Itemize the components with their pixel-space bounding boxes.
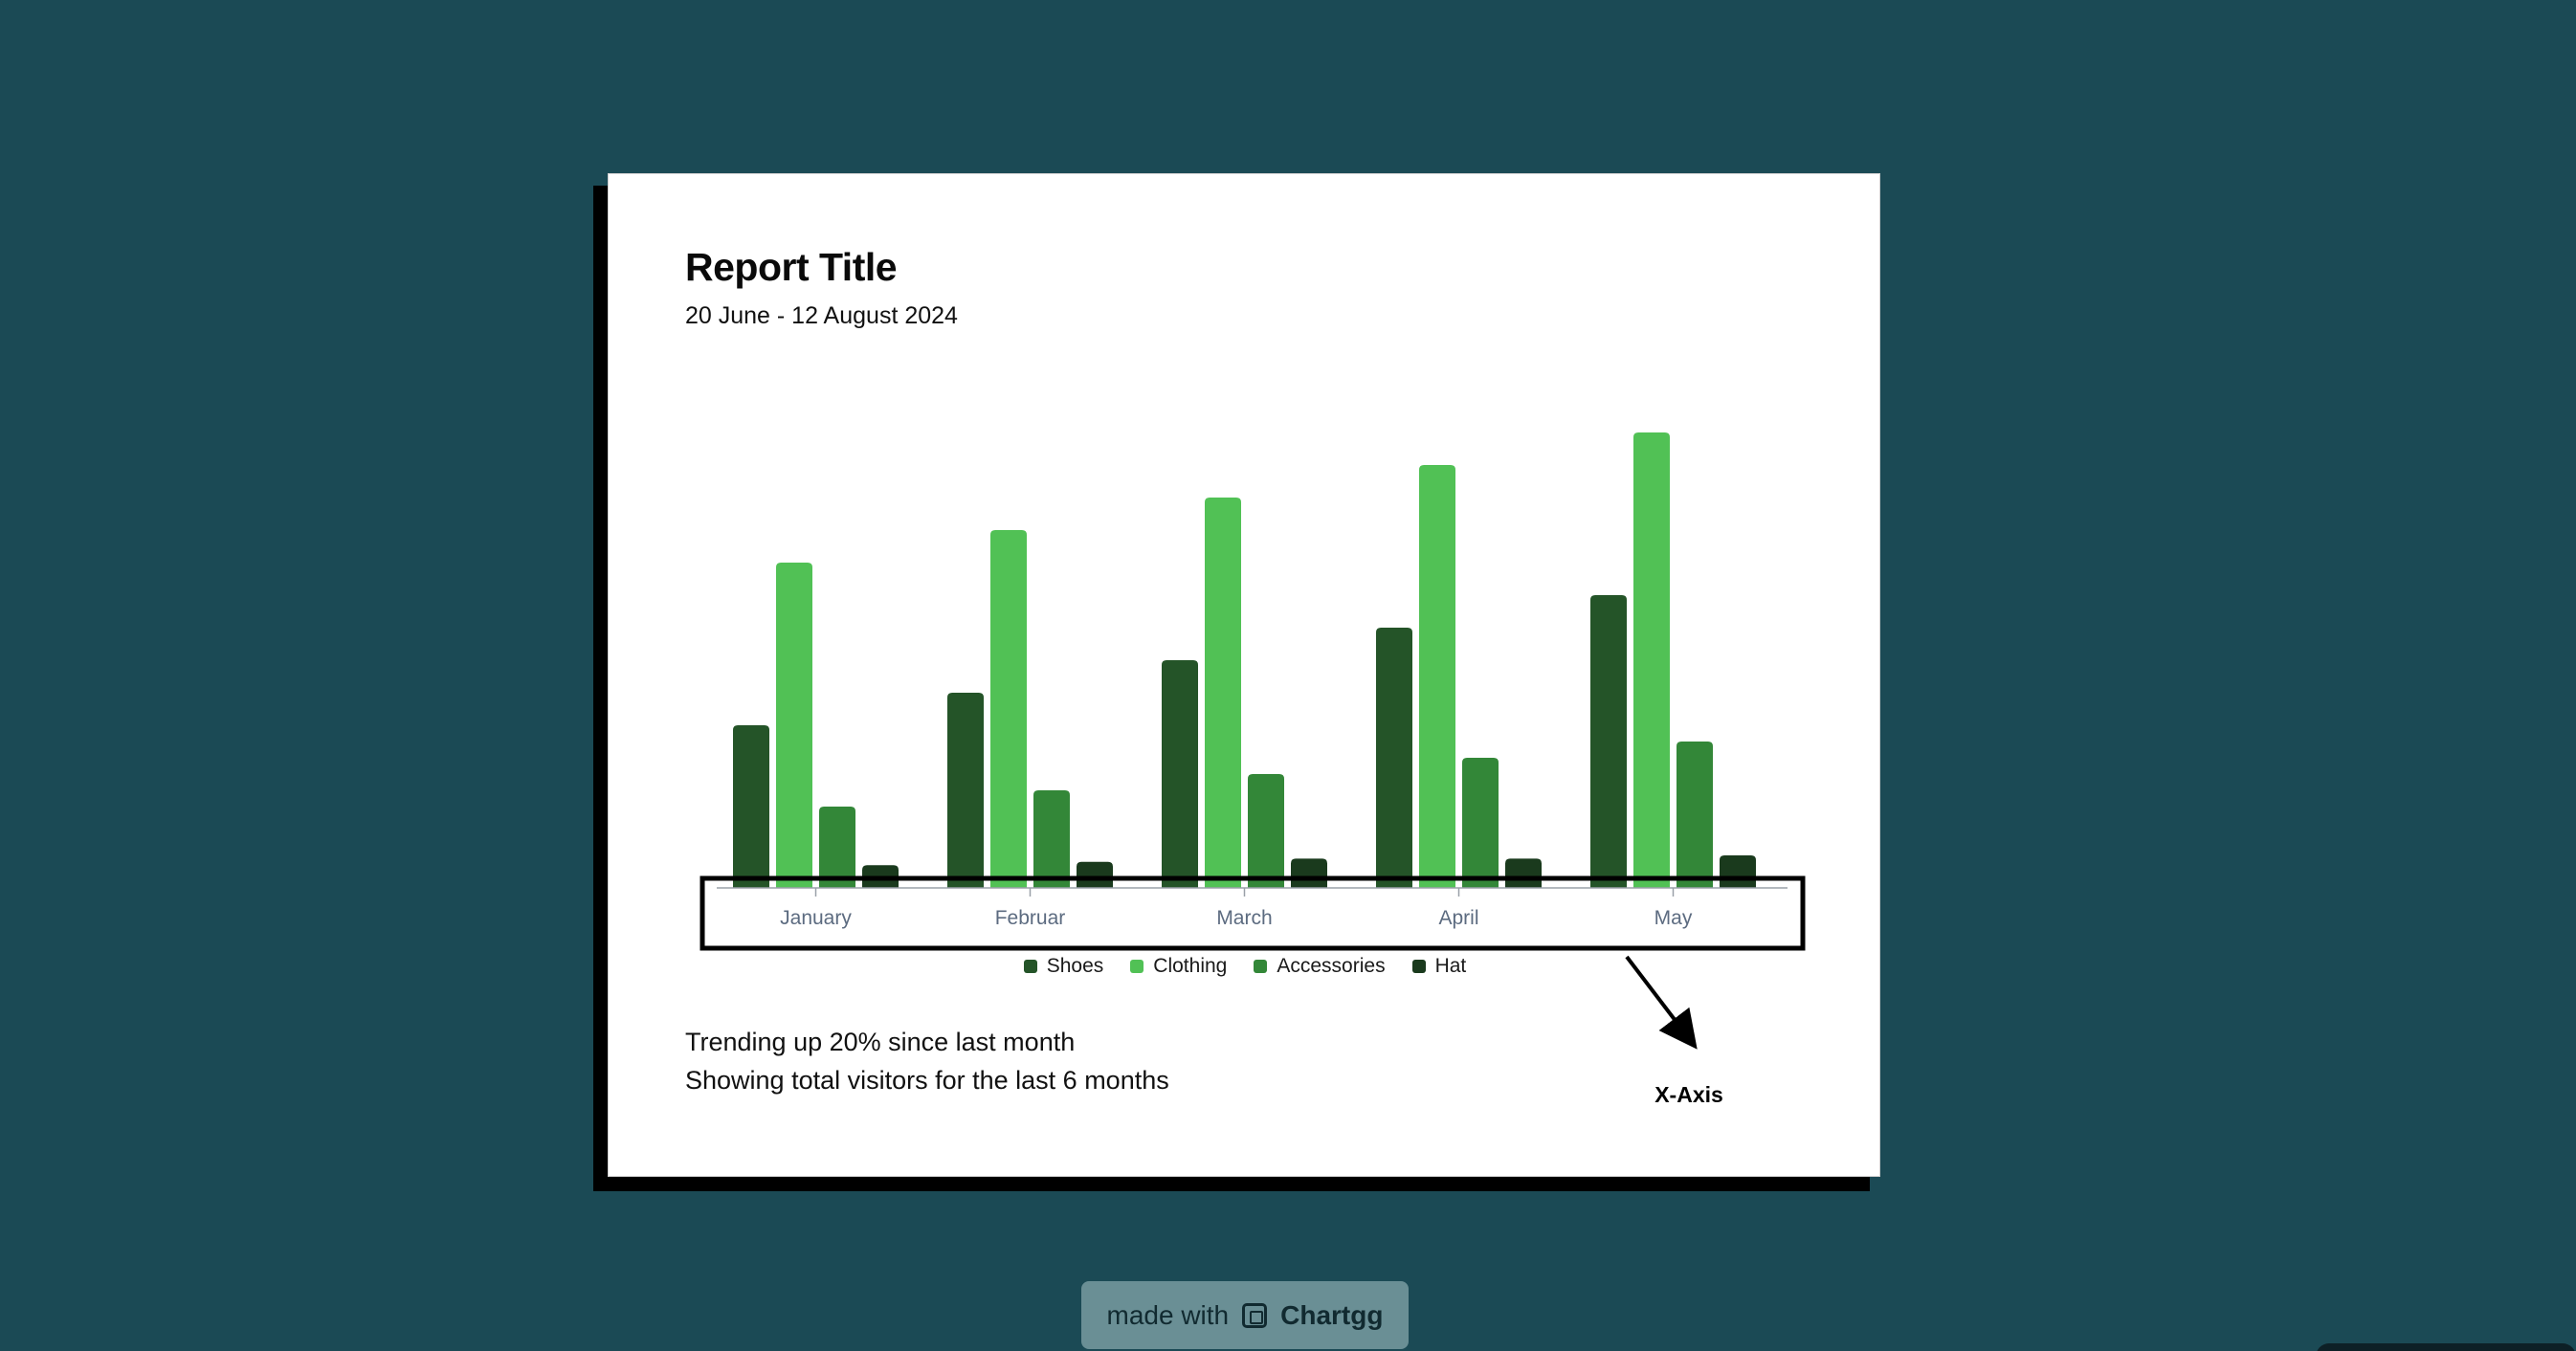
made-with-chartgg-badge[interactable]: made with Chartgg xyxy=(1081,1281,1409,1349)
bar-clothing-februar[interactable] xyxy=(990,530,1027,888)
bar-accessories-februar[interactable] xyxy=(1033,790,1070,888)
bar-hat-may[interactable] xyxy=(1720,855,1756,888)
annotation-arrow xyxy=(1625,955,1698,1050)
legend-label: Hat xyxy=(1434,955,1467,977)
bar-clothing-may[interactable] xyxy=(1633,432,1670,888)
badge-prefix: made with xyxy=(1106,1299,1230,1330)
legend-item-accessories[interactable]: Accessories xyxy=(1254,955,1386,978)
bar-accessories-april[interactable] xyxy=(1462,758,1499,888)
bar-clothing-january[interactable] xyxy=(776,563,812,888)
legend-swatch xyxy=(1254,960,1268,973)
description-text: Showing total visitors for the last 6 mo… xyxy=(685,1066,1169,1095)
bar-accessories-january[interactable] xyxy=(819,807,855,888)
bar-clothing-april[interactable] xyxy=(1419,465,1455,888)
bar-shoes-march[interactable] xyxy=(1162,660,1198,888)
legend-label: Shoes xyxy=(1046,955,1104,977)
bar-hat-april[interactable] xyxy=(1505,858,1542,888)
bars-group xyxy=(733,432,1756,888)
bar-hat-februar[interactable] xyxy=(1077,861,1113,888)
bar-accessories-march[interactable] xyxy=(1248,774,1284,888)
annotation-label: X-Axis xyxy=(1654,1082,1723,1107)
x-axis-ticks xyxy=(814,888,1675,897)
legend-label: Accessories xyxy=(1277,955,1386,977)
report-title: Report Title xyxy=(685,245,898,289)
report-date-range: 20 June - 12 August 2024 xyxy=(685,302,958,329)
x-axis-highlight-box xyxy=(700,875,1806,951)
bar-hat-march[interactable] xyxy=(1291,858,1327,888)
x-tick-label: March xyxy=(1216,907,1272,929)
x-tick-label: Februar xyxy=(995,907,1066,929)
bar-shoes-april[interactable] xyxy=(1376,628,1412,888)
legend-label: Clothing xyxy=(1153,955,1228,977)
x-tick-label: January xyxy=(780,907,852,929)
bar-shoes-january[interactable] xyxy=(733,725,769,888)
legend-item-shoes[interactable]: Shoes xyxy=(1023,955,1104,978)
badge-brand: Chartgg xyxy=(1280,1299,1384,1330)
report-card: Report Title 20 June - 12 August 2024 Ja… xyxy=(608,173,1880,1177)
legend-swatch xyxy=(1130,960,1144,973)
trend-text: Trending up 20% since last month xyxy=(685,1028,1076,1056)
chartgg-logo-icon xyxy=(1242,1302,1268,1328)
bar-clothing-march[interactable] xyxy=(1205,498,1241,888)
x-tick-label: April xyxy=(1438,907,1478,929)
legend-item-clothing[interactable]: Clothing xyxy=(1130,955,1227,978)
x-axis-tick-labels: January Februar March April May xyxy=(780,907,1693,929)
bar-accessories-may[interactable] xyxy=(1677,742,1713,888)
legend-swatch xyxy=(1023,960,1037,973)
legend-item-hat[interactable]: Hat xyxy=(1411,955,1467,978)
legend-swatch xyxy=(1411,960,1426,973)
corner-widget[interactable] xyxy=(2316,1343,2576,1351)
chart-legend: Shoes Clothing Accessories Hat xyxy=(609,955,1881,978)
x-tick-label: May xyxy=(1654,907,1693,929)
bar-shoes-may[interactable] xyxy=(1590,595,1627,888)
bar-shoes-februar[interactable] xyxy=(947,693,984,888)
bar-chart: January Februar March April May X-Axis xyxy=(700,432,1806,1107)
